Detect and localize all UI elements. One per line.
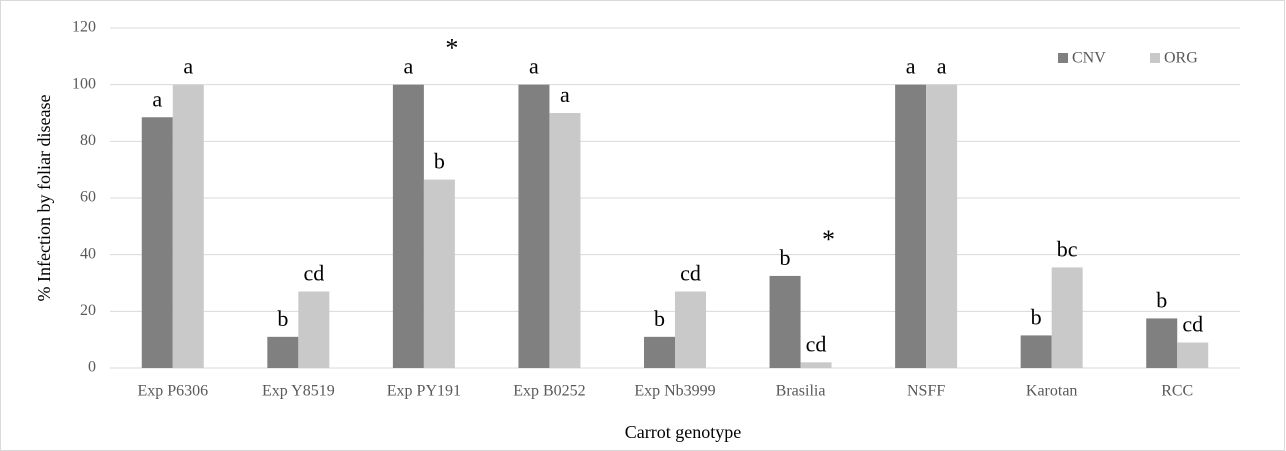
asterisk: * [445,34,458,63]
bar [267,336,299,368]
significance-letter: cd [1182,312,1203,337]
significance-letter: b [277,306,288,331]
asterisk: * [822,225,835,254]
significance-letter: b [1031,304,1042,329]
bar [675,291,706,368]
bar [423,179,455,368]
y-tick-label: 20 [80,302,96,319]
bar [1020,335,1052,368]
significance-letter: a [404,54,414,79]
significance-letter: a [906,54,916,79]
x-tick-label: Exp B0252 [513,383,585,400]
bar [141,117,173,368]
significance-letter: b [434,149,445,174]
bar [518,84,550,369]
y-tick-label: 80 [80,132,96,149]
y-axis-title: % Infection by foliar disease [34,95,54,302]
significance-letter: cd [303,261,324,286]
bar [172,84,204,369]
significance-letter: b [654,306,665,331]
significance-letter: a [183,54,193,79]
x-tick-label: NSFF [907,383,945,400]
bar [392,84,424,369]
legend-label: ORG [1164,50,1198,67]
x-tick-label: Exp Y8519 [262,383,335,400]
significance-letter: a [529,54,539,79]
significance-letter: bc [1057,236,1078,261]
bar [1177,342,1209,368]
legend-swatch [1058,53,1068,63]
bar [800,362,832,368]
y-tick-label: 0 [88,359,96,376]
significance-letter: a [152,86,162,111]
significance-letter: b [1156,287,1167,312]
x-tick-label: Exp P6306 [137,383,208,400]
legend-swatch [1150,53,1160,63]
significance-letter: a [937,54,947,79]
x-tick-label: Exp Nb3999 [634,383,715,400]
bar [926,84,958,369]
bar [769,275,801,368]
significance-letter: cd [806,331,827,356]
bar [644,336,675,368]
significance-letter: a [560,82,570,107]
bar [298,291,330,368]
y-tick-label: 100 [72,75,96,92]
bar [1146,318,1178,368]
x-axis-title: Carrot genotype [625,422,741,442]
x-tick-label: RCC [1161,383,1193,400]
significance-letter: b [780,245,791,270]
bar [549,113,581,368]
bar [895,84,927,369]
legend-label: CNV [1072,50,1106,67]
x-tick-label: Brasilia [776,383,826,400]
y-tick-label: 120 [72,19,96,36]
y-tick-label: 40 [80,245,96,262]
significance-letter: cd [680,261,701,286]
bar [1051,267,1083,368]
y-tick-label: 60 [80,189,96,206]
x-tick-label: Karotan [1026,383,1078,400]
x-tick-label: Exp PY191 [387,383,461,400]
